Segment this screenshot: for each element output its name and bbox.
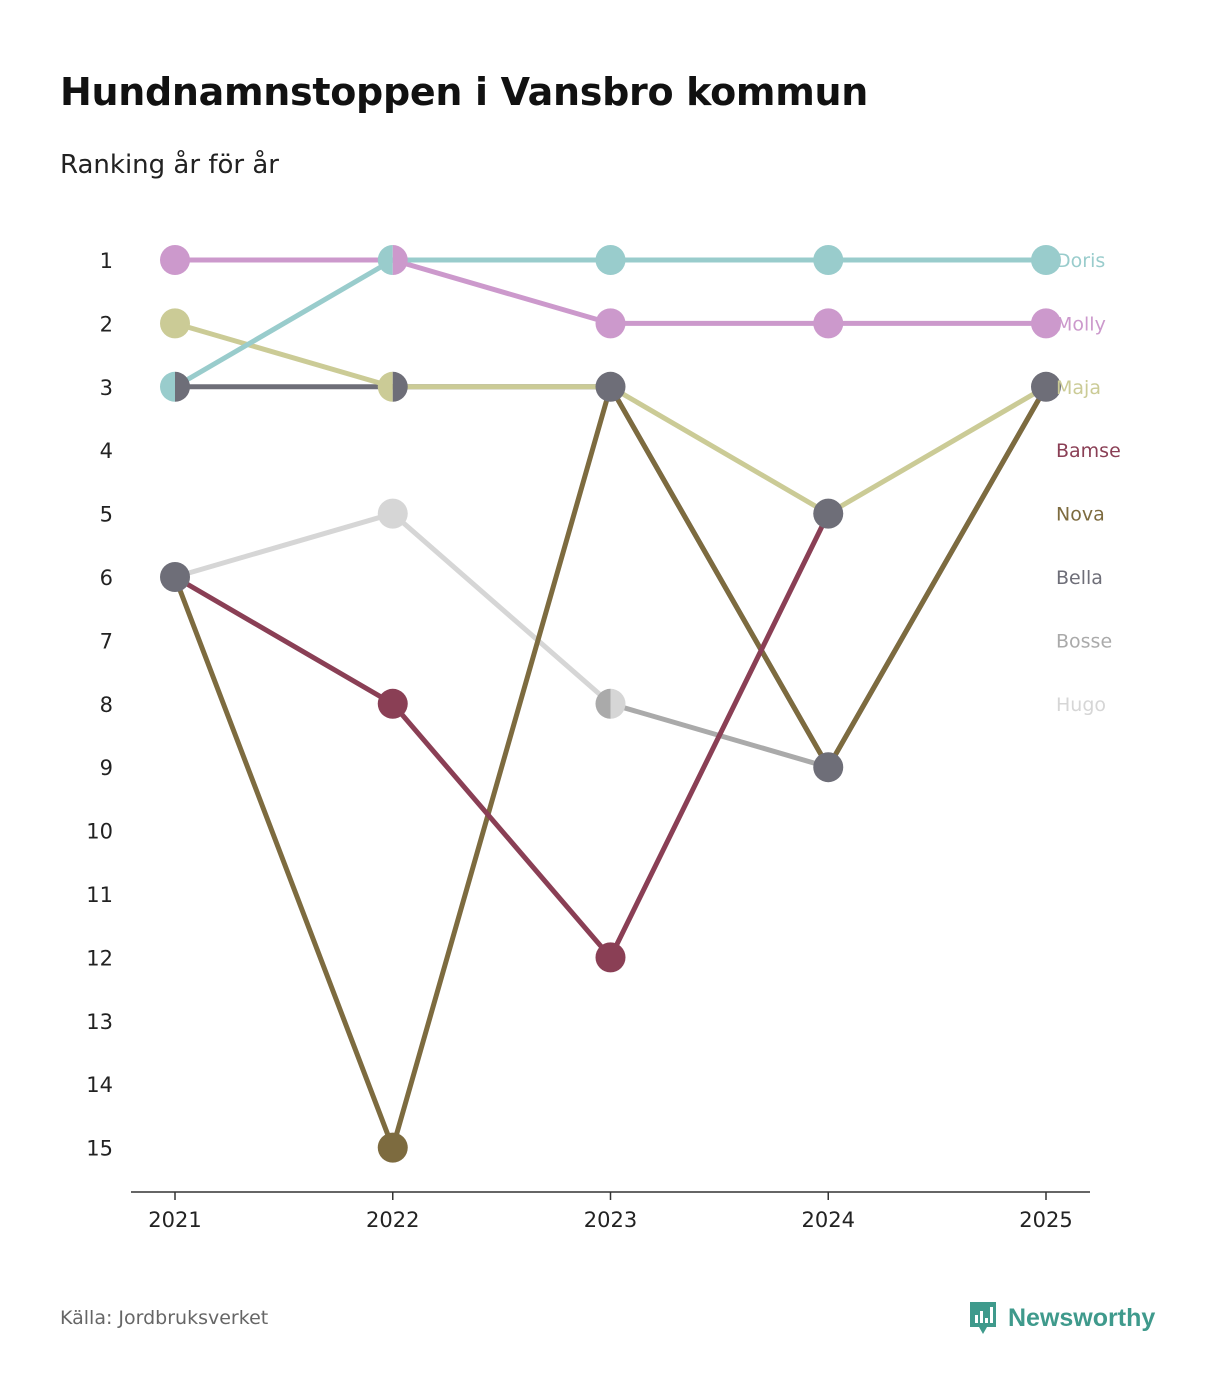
marker-2024-rank-5: [813, 498, 844, 529]
label-bella: Bella: [1056, 567, 1103, 589]
brand-name: Newsworthy: [1008, 1303, 1156, 1332]
marker-2022-rank-1-right: [392, 245, 408, 275]
marker-2022-rank-3-left: [377, 371, 393, 402]
y-tick-5: 5: [100, 503, 113, 527]
label-bamse: Bamse: [1056, 440, 1121, 462]
marker-2021-rank-6: [160, 562, 190, 592]
source-note: Källa: Jordbruksverket: [60, 1307, 269, 1329]
label-maja: Maja: [1056, 377, 1101, 399]
series-markers: [160, 245, 1061, 1163]
x-tick-2023: 2023: [584, 1208, 637, 1232]
marker-2023-rank-8-left: [595, 688, 611, 719]
x-tick-2024: 2024: [802, 1208, 855, 1232]
y-tick-13: 13: [86, 1010, 113, 1034]
marker-2021-rank-2: [160, 308, 190, 339]
y-tick-2: 2: [100, 312, 113, 336]
x-axis: 2021 2022 2023 2024 2025: [131, 1191, 1090, 1232]
marker-2024-rank-1: [813, 245, 844, 275]
y-tick-4: 4: [100, 439, 113, 463]
y-tick-15: 15: [86, 1137, 113, 1161]
marker-2022-rank-15: [377, 1132, 408, 1163]
x-tick-2025: 2025: [1019, 1208, 1072, 1232]
label-hugo: Hugo: [1056, 694, 1106, 716]
marker-2021-rank-3-left: [160, 371, 175, 402]
y-tick-10: 10: [86, 820, 113, 844]
newsworthy-logo[interactable]: Newsworthy: [968, 1300, 1155, 1336]
marker-2021-rank-1: [160, 245, 190, 275]
marker-2022-rank-3-right: [392, 371, 408, 402]
series-labels: Doris Molly Maja Bamse Nova Bella Bosse Hugo: [1056, 250, 1121, 716]
marker-2022-rank-3: [377, 371, 408, 402]
y-tick-3: 3: [100, 376, 113, 400]
marker-2023-rank-12: [595, 942, 626, 973]
y-tick-6: 6: [100, 566, 113, 590]
label-doris: Doris: [1056, 250, 1105, 272]
x-tick-2022: 2022: [366, 1208, 419, 1232]
line-maja: [172, 320, 1049, 517]
marker-2022-rank-8: [377, 688, 408, 719]
x-tick-2021: 2021: [148, 1208, 201, 1232]
y-tick-14: 14: [86, 1073, 113, 1097]
marker-2024-rank-2: [813, 308, 844, 339]
marker-2022-rank-1-left: [377, 245, 393, 275]
label-bosse: Bosse: [1056, 630, 1112, 652]
marker-2025-rank-2: [1031, 308, 1061, 339]
line-nova: [172, 384, 1049, 1151]
y-tick-1: 1: [100, 249, 113, 273]
marker-2023-rank-1: [595, 245, 626, 275]
y-tick-7: 7: [100, 629, 113, 653]
y-tick-12: 12: [86, 946, 113, 970]
label-nova: Nova: [1056, 504, 1105, 526]
marker-2023-rank-3: [595, 371, 626, 402]
marker-2023-rank-8-right: [610, 688, 626, 719]
chart-title: Hundnamnstoppen i Vansbro kommun: [60, 70, 869, 114]
marker-2025-rank-3: [1031, 371, 1061, 402]
newsworthy-icon: [970, 1302, 996, 1334]
label-molly: Molly: [1056, 313, 1106, 335]
marker-2021-rank-3: [160, 371, 190, 402]
marker-2022-rank-5: [377, 498, 408, 529]
y-tick-11: 11: [86, 883, 113, 907]
marker-2025-rank-1: [1031, 245, 1061, 275]
marker-2022-rank-1: [377, 245, 408, 275]
marker-2023-rank-8: [595, 688, 626, 719]
y-tick-8: 8: [100, 693, 113, 717]
chart-subtitle: Ranking år för år: [60, 150, 279, 180]
marker-2023-rank-2: [595, 308, 626, 339]
line-bamse: [172, 511, 831, 960]
y-tick-9: 9: [100, 756, 113, 780]
marker-2021-rank-3-right: [175, 371, 190, 402]
marker-2024-rank-9: [813, 752, 844, 783]
